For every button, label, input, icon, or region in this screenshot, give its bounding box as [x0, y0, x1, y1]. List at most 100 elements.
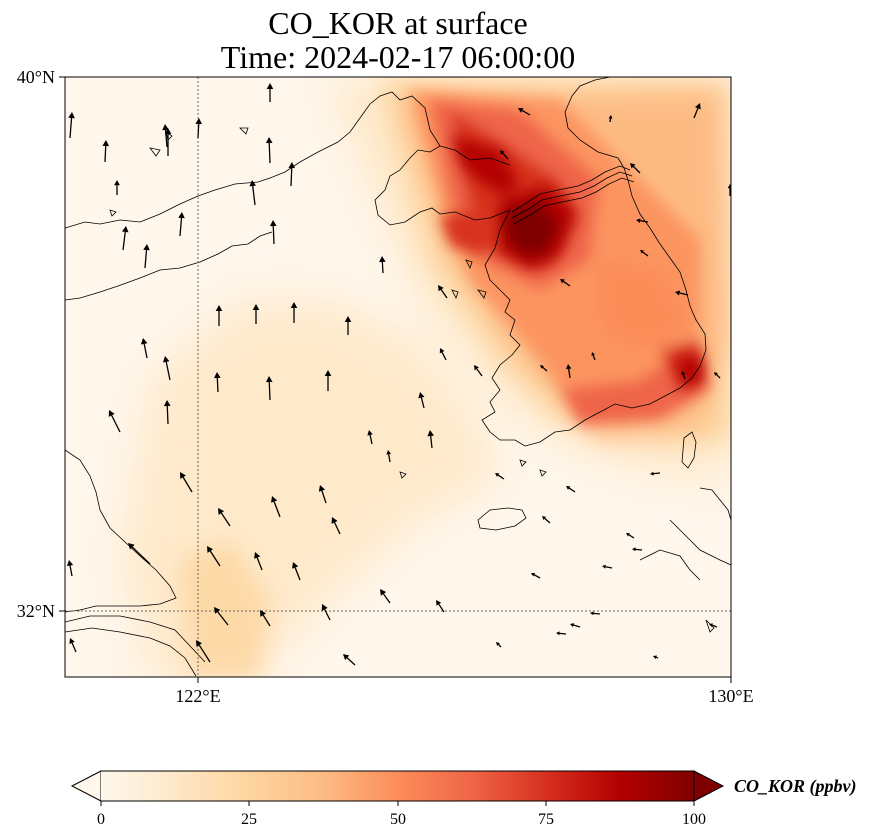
wind-arrow	[249, 180, 256, 206]
wind-arrow	[288, 162, 296, 187]
wind-arrow	[128, 543, 151, 565]
wind-arrow	[321, 604, 331, 621]
wind-arrow	[566, 486, 576, 493]
colorbar-tick-label: 50	[390, 811, 406, 828]
wind-arrow	[218, 508, 231, 527]
wind-arrow	[438, 285, 448, 299]
wind-arrow	[68, 112, 75, 139]
colorbar-tick-label: 100	[682, 811, 706, 828]
colorbar-tick-label: 75	[538, 811, 554, 828]
wind-arrow	[292, 562, 301, 581]
wind-arrow	[474, 365, 483, 377]
wind-arrow	[207, 546, 221, 567]
wind-arrow	[540, 365, 548, 372]
wind-arrow	[632, 547, 643, 552]
wind-arrow	[436, 600, 445, 613]
concentration-field	[65, 77, 731, 677]
wind-arrow	[556, 631, 567, 636]
wind-arrow	[343, 654, 356, 666]
wind-arrow	[265, 376, 273, 401]
lon-tick-label: 122°E	[175, 686, 220, 706]
lon-tick-label: 130°E	[708, 686, 753, 706]
lat-tick-label: 32°N	[17, 601, 55, 621]
wind-arrow	[380, 589, 391, 604]
colorbar-tick-label: 25	[241, 811, 257, 828]
title-time: Time: 2024-02-17 06:00:00	[220, 39, 576, 75]
wind-arrow	[570, 623, 581, 628]
wind-arrow	[418, 392, 425, 409]
title-variable: CO_KOR at surface	[268, 5, 528, 41]
wind-arrow	[386, 450, 392, 463]
wind-arrow	[102, 140, 110, 163]
wind-arrow	[143, 244, 150, 269]
wind-arrow	[602, 564, 613, 569]
wind-arrow	[626, 533, 635, 539]
wind-arrow	[630, 163, 641, 174]
colorbar-title: CO_KOR (ppbv)	[734, 776, 857, 797]
wind-arrow	[214, 607, 229, 626]
wind-arrow	[195, 118, 202, 139]
wind-arrow	[693, 103, 701, 119]
wind-vectors	[66, 83, 731, 666]
wind-arrow	[180, 472, 193, 493]
wind-arrow	[367, 430, 373, 445]
wind-arrow	[108, 410, 121, 433]
colorbar-gradient	[101, 771, 694, 801]
wind-arrow	[69, 638, 77, 653]
colorbar: 0 25 50 75 100 CO_KOR (ppbv)	[70, 770, 857, 828]
wind-arrow	[344, 316, 352, 335]
wind-arrow	[640, 250, 649, 257]
colorbar-tick-label: 0	[97, 811, 105, 828]
latitude-axis: 40°N 32°N	[17, 67, 65, 621]
wind-arrow	[560, 279, 571, 287]
wind-arrow	[675, 290, 689, 296]
wind-arrow	[215, 305, 223, 326]
wind-arrow	[252, 304, 260, 324]
wind-arrow	[318, 485, 327, 504]
plot-title: CO_KOR at surface Time: 2024-02-17 06:00…	[0, 6, 796, 74]
wind-arrow	[266, 83, 274, 102]
wind-arrow	[121, 226, 129, 251]
wind-arrow	[500, 150, 509, 160]
wind-arrow	[254, 552, 263, 571]
wind-arrow	[681, 371, 686, 380]
gridlines	[65, 77, 731, 677]
wind-arrow	[714, 372, 721, 379]
wind-arrow	[608, 115, 613, 123]
wind-arrow	[531, 573, 541, 579]
wind-arrow	[271, 496, 281, 518]
wind-arrow	[439, 348, 447, 361]
wind-arrow	[653, 655, 659, 660]
wind-arrow	[114, 180, 120, 195]
wind-arrow	[331, 517, 341, 535]
wind-arrow	[591, 352, 596, 361]
colorbar-ticks: 0 25 50 75 100	[97, 801, 706, 828]
wind-arrow	[566, 364, 572, 379]
wind-arrow	[650, 471, 661, 476]
wind-arrow	[518, 108, 531, 116]
wind-arrow	[178, 212, 185, 237]
colorbar-max-extend	[693, 770, 725, 802]
wind-arrow	[265, 137, 273, 164]
wind-arrow	[590, 611, 601, 616]
wind-arrow	[496, 642, 502, 648]
wind-arrow	[260, 610, 271, 627]
colorbar-min-extend	[70, 770, 102, 802]
wind-arrow	[636, 218, 649, 224]
wind-arrow	[542, 516, 551, 524]
wind-arrow	[140, 338, 148, 359]
wind-arrow	[66, 560, 74, 577]
wind-arrow	[214, 372, 221, 393]
wind-arrow	[162, 356, 171, 381]
wind-arrow	[162, 124, 169, 148]
wind-arrow	[709, 623, 718, 628]
map-frame	[64, 76, 732, 678]
wind-arrow	[427, 430, 434, 449]
wind-arrow	[495, 473, 505, 480]
wind-arrow	[269, 220, 277, 245]
wind-arrow	[163, 400, 171, 425]
wind-arrow	[290, 302, 298, 323]
wind-arrow	[196, 640, 211, 663]
lat-tick-label: 40°N	[17, 67, 55, 87]
wind-arrow	[379, 256, 386, 274]
